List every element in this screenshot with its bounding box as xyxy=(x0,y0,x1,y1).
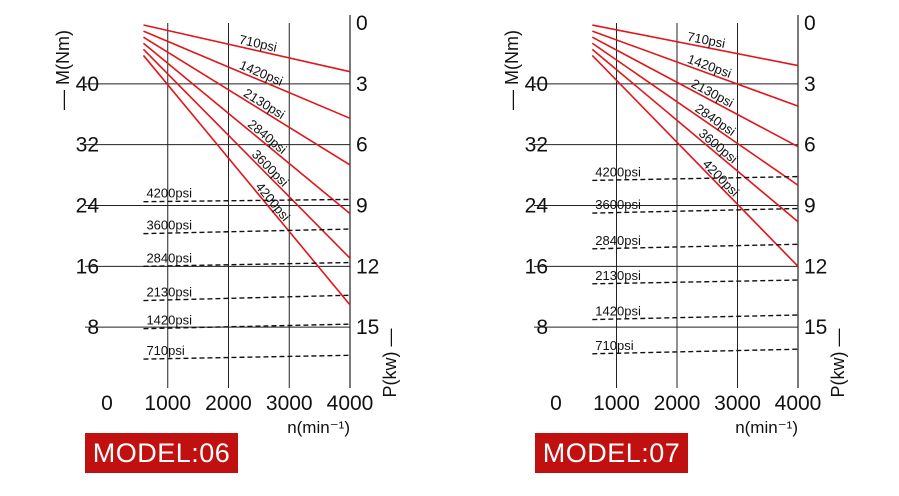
chart1-x-tick-label: 2000 xyxy=(205,392,252,415)
chart2-y-right-tick-label: 6 xyxy=(804,134,816,157)
chart1-power-label-2130psi: 2130psi xyxy=(241,85,288,122)
chart2-y-left-axis-title: –– M(Nm) xyxy=(502,30,522,110)
chart1-torque-line-2840psi xyxy=(143,261,351,268)
chart2-y-left-tick-label: 8 xyxy=(536,316,548,339)
chart2-y-left-tick-label: 16 xyxy=(525,255,548,278)
chart2-torque-line-2840psi xyxy=(592,243,799,250)
chart1-y-left-tick-label: 32 xyxy=(76,134,99,157)
chart2-x-tick-label: 4000 xyxy=(775,392,822,415)
chart2-torque-line-1420psi xyxy=(592,314,799,321)
chart1-torque-label-2130psi: 2130psi xyxy=(146,285,192,300)
chart2-power-line-4200psi xyxy=(591,54,799,267)
chart1-y-right-tick-label: 0 xyxy=(356,12,368,35)
chart2-y-left-tick-label: 40 xyxy=(525,73,548,96)
chart1-x-tick-label: 1000 xyxy=(144,392,191,415)
chart2-x-tick-label: 1000 xyxy=(593,392,640,415)
chart2-torque-line-4200psi xyxy=(592,175,799,182)
chart2-y-right-tick-label: 15 xyxy=(804,316,827,339)
chart1-x-axis-label: n(min⁻¹) xyxy=(287,418,350,437)
chart2-x-tick-label: 0 xyxy=(550,392,562,415)
chart1-torque-label-1420psi: 1420psi xyxy=(146,313,192,328)
chart1-torque-line-1420psi xyxy=(143,323,351,330)
chart1-y-right-tick-label: 9 xyxy=(356,195,368,218)
chart1-y-right-tick-label: 15 xyxy=(356,316,379,339)
model-badge-07: MODEL:07 xyxy=(535,433,688,473)
chart1-x-tick-label: 0 xyxy=(101,392,113,415)
chart2-torque-line-2130psi xyxy=(592,279,799,285)
chart1-power-line-2840psi xyxy=(142,42,351,215)
chart2-torque-label-2130psi: 2130psi xyxy=(595,268,641,283)
chart1-x-tick-label: 4000 xyxy=(327,392,374,415)
chart1-y-left-tick-label: 8 xyxy=(87,316,99,339)
chart2-torque-line-710psi xyxy=(592,348,799,355)
chart2-y-right-tick-label: 9 xyxy=(804,195,816,218)
chart1-power-label-4200psi: 4200psi xyxy=(253,179,294,224)
chart2-torque-label-1420psi: 1420psi xyxy=(595,304,641,319)
chart2-x-tick-label: 2000 xyxy=(654,392,701,415)
model-badge-06: MODEL:06 xyxy=(85,433,238,473)
chart2-torque-label-4200psi: 4200psi xyxy=(595,164,641,179)
chart1-y-left-tick-label: 16 xyxy=(76,255,99,278)
chart1-y-right-axis-title: P(kw) — xyxy=(380,329,400,398)
chart1-y-right-tick-label: 6 xyxy=(356,134,368,157)
chart1-torque-label-710psi: 710psi xyxy=(146,343,184,358)
chart2-power-label-1420psi: 1420psi xyxy=(685,51,733,81)
chart1-y-right-tick-label: 12 xyxy=(356,255,379,278)
chart1-torque-line-710psi xyxy=(143,354,351,360)
chart2-torque-line-3600psi xyxy=(592,207,799,214)
chart1-power-line-710psi xyxy=(143,24,351,73)
chart1-y-left-tick-label: 24 xyxy=(76,195,100,218)
chart1-power-label-2840psi: 2840psi xyxy=(245,116,290,157)
chart2-y-right-tick-label: 0 xyxy=(804,12,816,35)
chart2-y-right-tick-label: 3 xyxy=(804,73,816,96)
chart2-y-right-tick-label: 12 xyxy=(804,255,827,278)
chart1-power-line-3600psi xyxy=(142,48,351,259)
chart1-power-line-1420psi xyxy=(143,30,351,120)
chart2-torque-label-2840psi: 2840psi xyxy=(595,233,641,248)
chart1-power-label-3600psi: 3600psi xyxy=(249,147,292,190)
chart2-power-line-2130psi xyxy=(591,36,799,148)
chart1-torque-line-2130psi xyxy=(143,294,351,302)
chart1-y-left-tick-label: 40 xyxy=(76,73,99,96)
chart2-y-right-axis-title: P(kw) — xyxy=(828,329,848,398)
chart2-power-line-1420psi xyxy=(592,30,799,107)
chart2-y-left-tick-label: 32 xyxy=(525,134,548,157)
chart2-power-line-2840psi xyxy=(591,42,799,186)
chart2-power-label-710psi: 710psi xyxy=(686,29,727,51)
chart2-torque-label-710psi: 710psi xyxy=(595,338,633,353)
chart1-y-right-tick-label: 3 xyxy=(356,73,368,96)
chart2-power-line-3600psi xyxy=(591,48,799,223)
chart1-power-line-2130psi xyxy=(143,36,351,166)
chart2-power-line-710psi xyxy=(592,24,799,67)
chart1-torque-label-4200psi: 4200psi xyxy=(146,186,192,201)
chart2-x-tick-label: 3000 xyxy=(714,392,761,415)
chart1-torque-line-3600psi xyxy=(143,228,351,235)
chart1-torque-label-3600psi: 3600psi xyxy=(146,218,192,233)
chart2-x-axis-label: n(min⁻¹) xyxy=(735,418,798,437)
chart1-torque-line-4200psi xyxy=(143,198,351,203)
chart1-torque-label-2840psi: 2840psi xyxy=(146,250,192,265)
chart1-x-tick-label: 3000 xyxy=(266,392,313,415)
chart2-torque-label-3600psi: 3600psi xyxy=(595,197,641,212)
chart2-y-left-tick-label: 24 xyxy=(525,195,549,218)
chart1-y-left-axis-title: –– M(Nm) xyxy=(53,30,73,110)
